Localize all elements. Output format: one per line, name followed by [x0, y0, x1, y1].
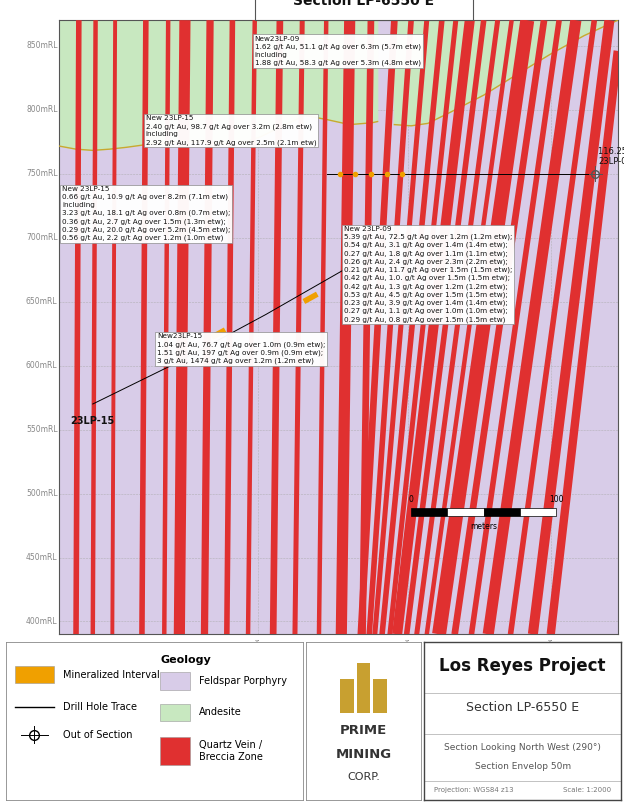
- Polygon shape: [508, 19, 597, 635]
- Polygon shape: [432, 19, 534, 635]
- Polygon shape: [483, 19, 582, 635]
- Text: New23LP-09
1.62 g/t Au, 51.1 g/t Ag over 6.3m (5.7m etw)
including
1.88 g/t Au, : New23LP-09 1.62 g/t Au, 51.1 g/t Ag over…: [255, 36, 421, 65]
- Bar: [447, 507, 484, 516]
- Text: 500mRL: 500mRL: [26, 489, 57, 498]
- Polygon shape: [173, 20, 190, 634]
- Polygon shape: [373, 20, 429, 634]
- Bar: [484, 507, 520, 516]
- Polygon shape: [414, 20, 500, 634]
- Text: Los Reyes Project: Los Reyes Project: [439, 657, 606, 675]
- Text: Mineralized Interval: Mineralized Interval: [62, 670, 159, 680]
- Text: 800mRL: 800mRL: [26, 105, 57, 114]
- Text: New23LP-15
1.04 g/t Au, 76.7 g/t Ag over 1.0m (0.9m etw);
1.51 g/t Au, 197 g/t A: New23LP-15 1.04 g/t Au, 76.7 g/t Ag over…: [157, 334, 325, 364]
- Text: 116.25 m
23LP-09: 116.25 m 23LP-09: [598, 147, 624, 166]
- Text: Andesite: Andesite: [199, 708, 241, 718]
- Text: Scale: 1:2000: Scale: 1:2000: [563, 787, 611, 793]
- Polygon shape: [293, 20, 305, 634]
- Polygon shape: [359, 20, 374, 634]
- Polygon shape: [528, 19, 615, 635]
- Bar: [411, 507, 447, 516]
- Polygon shape: [388, 20, 458, 634]
- Polygon shape: [246, 20, 257, 634]
- Polygon shape: [392, 19, 475, 635]
- Text: 0: 0: [409, 495, 414, 504]
- Bar: [160, 704, 190, 721]
- Polygon shape: [469, 19, 562, 635]
- Text: Section Looking North West (290°): Section Looking North West (290°): [444, 743, 601, 752]
- Text: 2,584,900mN: 2,584,900mN: [255, 638, 260, 675]
- Polygon shape: [404, 19, 487, 635]
- Text: 100: 100: [549, 495, 563, 504]
- Polygon shape: [162, 20, 170, 634]
- FancyBboxPatch shape: [255, 0, 472, 20]
- Text: A': A': [601, 0, 620, 2]
- Text: CORP.: CORP.: [347, 772, 380, 781]
- Polygon shape: [90, 20, 98, 634]
- Text: 650mRL: 650mRL: [26, 297, 57, 306]
- Bar: [373, 679, 387, 713]
- Bar: [160, 672, 190, 690]
- Text: 2,585,000mN: 2,585,000mN: [548, 638, 553, 675]
- Polygon shape: [336, 20, 355, 634]
- Text: 600mRL: 600mRL: [26, 361, 57, 370]
- Text: PRIME: PRIME: [340, 724, 387, 737]
- Text: Drill Hole Trace: Drill Hole Trace: [62, 702, 137, 712]
- Bar: [341, 679, 354, 713]
- Text: Feldspar Porphyry: Feldspar Porphyry: [199, 676, 287, 686]
- Polygon shape: [379, 20, 445, 634]
- Text: Section Envelop 50m: Section Envelop 50m: [474, 762, 571, 771]
- Text: New 23LP-15
2.40 g/t Au, 98.7 g/t Ag over 3.2m (2.8m etw)
including
2.92 g/t Au,: New 23LP-15 2.40 g/t Au, 98.7 g/t Ag ove…: [146, 116, 316, 145]
- Text: A: A: [20, 0, 34, 2]
- Text: meters: meters: [470, 523, 497, 532]
- Text: 450mRL: 450mRL: [26, 553, 57, 562]
- Polygon shape: [270, 20, 283, 634]
- Text: Section LP-6550 E: Section LP-6550 E: [293, 0, 434, 7]
- Polygon shape: [424, 20, 514, 634]
- Text: MINING: MINING: [336, 748, 391, 761]
- Polygon shape: [451, 19, 547, 635]
- Polygon shape: [366, 20, 414, 634]
- Text: 400mRL: 400mRL: [26, 617, 57, 626]
- Polygon shape: [73, 20, 82, 634]
- Text: 850mRL: 850mRL: [26, 41, 57, 50]
- Polygon shape: [201, 20, 213, 634]
- Text: Projection: WGS84 z13: Projection: WGS84 z13: [434, 787, 514, 793]
- Text: 2,584,900mN: 2,584,900mN: [406, 638, 411, 675]
- Polygon shape: [394, 20, 618, 126]
- Bar: [520, 507, 557, 516]
- Text: Quartz Vein /
Breccia Zone: Quartz Vein / Breccia Zone: [199, 740, 263, 762]
- Polygon shape: [224, 20, 235, 634]
- Text: 550mRL: 550mRL: [26, 425, 57, 434]
- Text: New 23LP-09
5.39 g/t Au, 72.5 g/t Ag over 1.2m (1.2m etw);
0.54 g/t Au, 3.1 g/t : New 23LP-09 5.39 g/t Au, 72.5 g/t Ag ove…: [344, 226, 512, 322]
- Text: 700mRL: 700mRL: [26, 234, 57, 242]
- Polygon shape: [139, 20, 149, 634]
- Text: 23LP-15: 23LP-15: [71, 416, 115, 427]
- Bar: [356, 663, 371, 713]
- Polygon shape: [547, 50, 622, 635]
- Polygon shape: [358, 20, 397, 634]
- Text: Geology: Geology: [160, 655, 211, 665]
- Text: 750mRL: 750mRL: [26, 169, 57, 179]
- Text: Section LP-6550 E: Section LP-6550 E: [466, 701, 579, 713]
- Bar: [15, 666, 54, 684]
- Polygon shape: [59, 20, 378, 150]
- Polygon shape: [317, 20, 328, 634]
- Text: Out of Section: Out of Section: [62, 730, 132, 739]
- Bar: [160, 737, 190, 765]
- Polygon shape: [110, 20, 117, 634]
- Text: New 23LP-15
0.66 g/t Au, 10.9 g/t Ag over 8.2m (7.1m etw)
including
3.23 g/t Au,: New 23LP-15 0.66 g/t Au, 10.9 g/t Ag ove…: [62, 186, 230, 241]
